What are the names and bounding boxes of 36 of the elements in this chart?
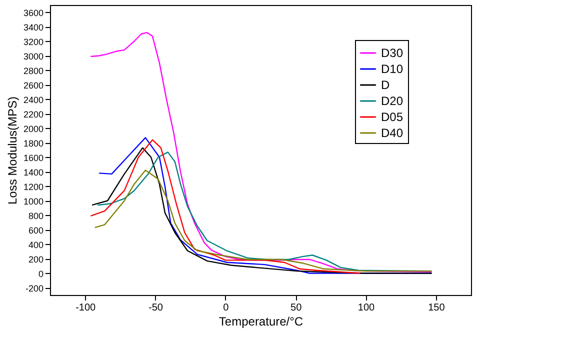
y-tick-label: -200 bbox=[25, 283, 44, 294]
x-tick-label: -100 bbox=[76, 302, 96, 314]
x-tick-label: 100 bbox=[358, 302, 376, 314]
y-tick-label: 2600 bbox=[23, 80, 44, 90]
legend-label: D05 bbox=[381, 110, 404, 124]
legend-label: D30 bbox=[381, 46, 404, 60]
y-tick-label: 400 bbox=[28, 240, 44, 250]
legend-label: D bbox=[381, 78, 390, 92]
line-series bbox=[94, 170, 432, 272]
y-tick-label: 3400 bbox=[23, 22, 44, 32]
y-tick-label: 3200 bbox=[23, 36, 44, 47]
y-tick-label: 1200 bbox=[23, 182, 44, 192]
x-tick-label: 50 bbox=[290, 302, 302, 314]
y-tick-label: 2000 bbox=[23, 124, 44, 134]
y-tick-label: 1800 bbox=[23, 138, 44, 148]
y-tick-label: 1600 bbox=[23, 152, 44, 163]
x-tick-label: -50 bbox=[148, 302, 164, 314]
legend-label: D20 bbox=[381, 94, 404, 108]
y-tick-label: 200 bbox=[28, 254, 44, 264]
y-tick-label: 3600 bbox=[23, 8, 44, 18]
y-axis-title: Loss Modulus(MPS) bbox=[5, 96, 20, 205]
x-tick-label: 150 bbox=[428, 302, 446, 314]
y-tick-label: 1400 bbox=[23, 167, 44, 178]
x-axis-title: Temperature/°C bbox=[218, 314, 304, 328]
y-tick-label: 3000 bbox=[23, 51, 44, 62]
legend-label: D10 bbox=[381, 62, 404, 76]
x-tick-label: 0 bbox=[223, 302, 230, 314]
y-tick-label: 2400 bbox=[23, 94, 44, 105]
y-tick-label: 800 bbox=[28, 210, 44, 221]
y-tick-label: 0 bbox=[38, 268, 44, 279]
y-tick-label: 2200 bbox=[23, 109, 44, 120]
y-tick-label: 1000 bbox=[23, 196, 44, 206]
y-tick-label: 2800 bbox=[23, 66, 44, 76]
line-series bbox=[90, 139, 361, 274]
y-tick-label: 600 bbox=[28, 225, 44, 236]
legend-label: D40 bbox=[381, 126, 404, 140]
